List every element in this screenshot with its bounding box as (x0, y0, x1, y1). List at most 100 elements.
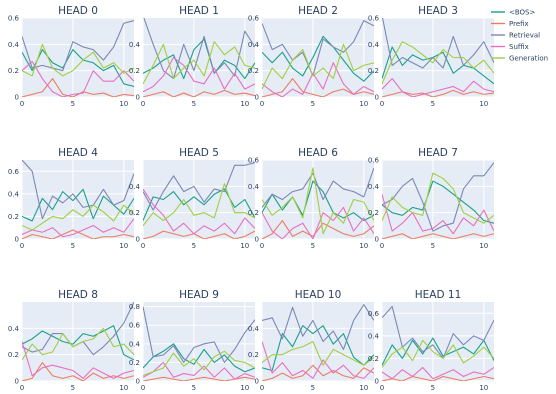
x-tick-label: 5 (431, 242, 435, 250)
series-line-generation (382, 339, 494, 368)
x-tick-label: 5 (431, 100, 435, 108)
x-tick-label: 0 (20, 242, 24, 250)
series-line-generation (143, 350, 255, 376)
series-line-bos (143, 188, 255, 221)
y-tick-label: 0.2 (368, 209, 379, 217)
legend-label: Generation (509, 55, 548, 63)
legend-label: Retrieval (509, 32, 540, 40)
x-tick-label: 10 (119, 100, 128, 108)
series-line-suffix (143, 188, 255, 235)
series-line-generation (143, 41, 255, 85)
x-tick-label: 10 (359, 100, 368, 108)
subplot-title: HEAD 7 (418, 147, 458, 159)
x-tick-label: 10 (119, 384, 128, 392)
y-tick-label: 0.4 (248, 183, 260, 191)
series-line-generation (22, 204, 134, 231)
x-tick-label: 5 (192, 242, 196, 250)
y-tick-label: 0.4 (248, 325, 260, 333)
x-tick-label: 0 (141, 100, 145, 108)
series-line-bos (22, 49, 134, 88)
series-line-retrieval (382, 305, 494, 359)
y-tick-label: 0.2 (8, 351, 19, 359)
subplot-title: HEAD 11 (415, 289, 462, 301)
y-tick-label: 0 (15, 236, 19, 244)
x-tick-label: 0 (380, 242, 384, 250)
series-line-suffix (22, 218, 134, 238)
plot-area (143, 18, 255, 97)
legend-item[interactable]: Prefix (491, 20, 529, 28)
y-tick-label: 0.6 (368, 15, 380, 23)
series-line-retrieval (262, 304, 374, 350)
x-tick-label: 0 (260, 384, 264, 392)
y-tick-label: 0.2 (129, 209, 140, 217)
y-tick-label: 0.4 (8, 41, 20, 49)
y-tick-label: 0.6 (368, 310, 380, 318)
series-line-generation (382, 172, 494, 224)
x-tick-label: 5 (311, 100, 315, 108)
x-tick-label: 5 (192, 384, 196, 392)
y-tick-label: 0.6 (129, 322, 141, 330)
series-line-bos (382, 337, 494, 366)
subplot: 0 0.2 0.4 0 5 10 HEAD 5 (129, 147, 255, 250)
y-tick-label: 0.2 (368, 67, 379, 75)
y-tick-label: 0 (255, 378, 259, 386)
subplot-title: HEAD 10 (295, 289, 342, 301)
series-line-bos (143, 343, 255, 373)
y-tick-label: 0.4 (8, 325, 20, 333)
y-tick-label: 0 (136, 94, 140, 102)
y-tick-label: 0.2 (248, 67, 259, 75)
y-tick-label: 0 (136, 378, 140, 386)
x-tick-label: 0 (380, 100, 384, 108)
series-line-generation (382, 41, 494, 85)
series-line-generation (262, 340, 374, 366)
series-line-prefix (382, 89, 494, 97)
subplot: 0 0.2 0.4 0 5 10 HEAD 8 (8, 289, 134, 392)
subplot-title: HEAD 8 (58, 289, 98, 301)
subplot-title: HEAD 3 (418, 5, 458, 17)
x-tick-label: 10 (479, 242, 488, 250)
series-line-prefix (262, 220, 374, 239)
x-tick-label: 10 (119, 242, 128, 250)
series-line-retrieval (143, 162, 255, 211)
series-line-generation (22, 327, 134, 361)
series-line-retrieval (382, 162, 494, 232)
subplot: 0 0.2 0.4 0 5 10 HEAD 1 (129, 5, 255, 108)
y-tick-label: 0 (255, 236, 259, 244)
y-tick-label: 0.4 (129, 41, 141, 49)
series-line-suffix (143, 361, 255, 380)
y-tick-label: 0.2 (8, 213, 19, 221)
x-tick-label: 10 (359, 384, 368, 392)
legend-item[interactable]: Retrieval (491, 32, 540, 40)
y-tick-label: 0.4 (129, 340, 141, 348)
y-tick-label: 0.6 (248, 157, 260, 165)
subplot-title: HEAD 2 (298, 5, 338, 17)
x-tick-label: 5 (71, 100, 75, 108)
legend-item[interactable]: Generation (491, 55, 548, 63)
series-line-suffix (262, 206, 374, 239)
plot-area (382, 160, 494, 239)
y-tick-label: 0.8 (129, 303, 140, 311)
x-tick-label: 10 (359, 242, 368, 250)
x-tick-label: 5 (311, 384, 315, 392)
x-tick-label: 5 (71, 384, 75, 392)
y-tick-label: 0 (136, 236, 140, 244)
series-line-prefix (143, 89, 255, 97)
x-tick-label: 0 (20, 384, 24, 392)
series-line-suffix (262, 62, 374, 97)
series-line-bos (262, 325, 374, 372)
legend-item[interactable]: <BOS> (491, 9, 535, 17)
legend-item[interactable]: Suffix (491, 43, 529, 51)
plot-area (22, 18, 134, 97)
y-tick-label: 0.4 (129, 183, 141, 191)
series-line-suffix (382, 194, 494, 235)
subplot: 0 0.2 0.4 0.6 0 5 10 HEAD 7 (368, 147, 494, 250)
x-tick-label: 0 (141, 384, 145, 392)
series-line-bos (382, 180, 494, 224)
subplot-title: HEAD 9 (179, 289, 219, 301)
series-line-suffix (143, 56, 255, 93)
series-line-generation (262, 167, 374, 235)
y-tick-label: 0.6 (8, 168, 20, 176)
subplot: 0 0.2 0.4 0 5 10 HEAD 10 (248, 289, 374, 392)
y-tick-label: 0.6 (8, 15, 20, 23)
y-tick-label: 0.4 (368, 332, 380, 340)
